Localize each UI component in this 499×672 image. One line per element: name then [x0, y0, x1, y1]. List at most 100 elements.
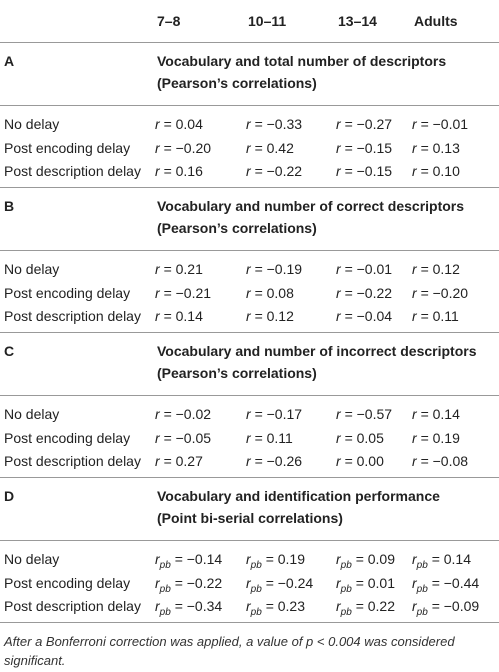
section-label: A [4, 53, 15, 69]
cell-value: = −0.27 [344, 116, 393, 132]
stat-symbol: r [412, 429, 417, 446]
stat-subscript: pb [250, 606, 262, 618]
cell-value: = 0.22 [355, 598, 396, 614]
cell: rpb = −0.24 [246, 574, 313, 599]
stat-symbol: r [246, 406, 251, 422]
cell: r = −0.01 [336, 260, 392, 278]
cell-value: = 0.19 [265, 551, 306, 567]
stat-symbol: r [155, 139, 160, 156]
rule [0, 250, 499, 251]
footnote: After a Bonferroni correction was applie… [4, 634, 455, 668]
stat-subscript: pb [159, 583, 171, 595]
cell: r = −0.08 [412, 452, 468, 470]
row-label: Post encoding delay [4, 284, 131, 301]
stat-symbol: r [246, 598, 251, 614]
cell: r = 0.08 [246, 284, 294, 302]
cell-value: = 0.14 [420, 406, 460, 422]
stat-symbol: r [336, 284, 341, 301]
cell-value: = 0.08 [254, 284, 294, 301]
row-label: Post description delay [4, 308, 141, 324]
cell: r = 0.14 [155, 307, 203, 325]
section-label: C [4, 343, 15, 359]
rule [0, 105, 499, 106]
cell: r = 0.42 [246, 139, 294, 157]
stat-subscript: pb [159, 606, 171, 618]
cell: rpb = 0.14 [412, 550, 471, 575]
section-title: Vocabulary and number of incorrect descr… [157, 343, 477, 359]
cell: r = 0.05 [336, 429, 384, 447]
cell-value: = −0.20 [163, 139, 212, 156]
stat-symbol: r [246, 163, 251, 179]
row-label: No delay [4, 406, 60, 422]
stat-symbol: r [412, 139, 417, 156]
rule [0, 332, 499, 333]
cell: rpb = 0.22 [336, 597, 395, 622]
cell: rpb = −0.34 [155, 597, 222, 622]
stat-symbol: r [412, 284, 417, 301]
cell-value: = 0.16 [163, 163, 203, 179]
cell-value: = 0.27 [163, 453, 203, 469]
cell-value: = −0.09 [431, 598, 480, 614]
cell-value: = −0.57 [344, 406, 393, 422]
cell-value: = 0.00 [344, 453, 384, 469]
cell: rpb = 0.09 [336, 550, 395, 575]
stat-symbol: r [155, 406, 160, 422]
stat-symbol: r [412, 551, 417, 567]
row-label: Post description delay [4, 598, 141, 614]
cell-value: = −0.21 [163, 284, 212, 301]
stat-symbol: r [246, 116, 251, 132]
stat-symbol: r [246, 551, 251, 567]
stat-symbol: r [155, 116, 160, 132]
cell-value: = 0.21 [163, 261, 203, 277]
cell-value: = 0.10 [420, 163, 460, 179]
cell-value: = 0.11 [254, 429, 293, 446]
cell-value: = −0.22 [174, 574, 223, 591]
section-label: D [4, 488, 15, 504]
row-label: Post encoding delay [4, 574, 131, 591]
cell: rpb = 0.01 [336, 574, 395, 599]
stat-symbol: r [336, 598, 341, 614]
stat-symbol: r [246, 261, 251, 277]
cell-value: = 0.42 [254, 139, 294, 156]
cell: r = −0.21 [155, 284, 211, 302]
cell: r = 0.27 [155, 452, 203, 470]
cell-value: = −0.15 [344, 163, 393, 179]
rule [0, 42, 499, 43]
section-title: Vocabulary and number of correct descrip… [157, 198, 465, 214]
cell-value: = −0.15 [344, 139, 393, 156]
stat-subscript: pb [340, 559, 352, 571]
stat-symbol: r [246, 308, 251, 324]
cell: rpb = −0.44 [412, 574, 479, 599]
cell: r = −0.26 [246, 452, 302, 470]
stat-symbol: r [412, 116, 417, 132]
stat-symbol: r [412, 261, 417, 277]
stat-symbol: r [155, 574, 160, 591]
stat-symbol: r [412, 308, 417, 324]
stat-symbol: r [336, 429, 341, 446]
cell-value: = −0.22 [344, 284, 393, 301]
cell: r = 0.12 [412, 260, 460, 278]
cell: rpb = −0.09 [412, 597, 479, 622]
section-label: B [4, 198, 15, 214]
stat-symbol: r [336, 574, 341, 591]
stat-subscript: pb [340, 583, 352, 595]
rule [0, 622, 499, 623]
cell-value: = 0.11 [420, 308, 459, 324]
cell: rpb = 0.23 [246, 597, 305, 622]
cell: r = 0.12 [246, 307, 294, 325]
stat-symbol: r [412, 406, 417, 422]
cell: r = −0.04 [336, 307, 392, 325]
cell: rpb = 0.19 [246, 550, 305, 575]
cell-value: = −0.20 [420, 284, 469, 301]
cell: r = 0.04 [155, 115, 203, 133]
cell: r = 0.11 [246, 429, 293, 447]
stat-symbol: r [155, 551, 160, 567]
cell-value: = 0.05 [344, 429, 384, 446]
stat-subscript: pb [340, 606, 352, 618]
cell-value: = 0.01 [355, 574, 396, 591]
cell: r = −0.05 [155, 429, 211, 447]
rule [0, 477, 499, 478]
cell: r = 0.21 [155, 260, 203, 278]
stat-symbol: r [155, 429, 160, 446]
cell-value: = −0.08 [420, 453, 469, 469]
